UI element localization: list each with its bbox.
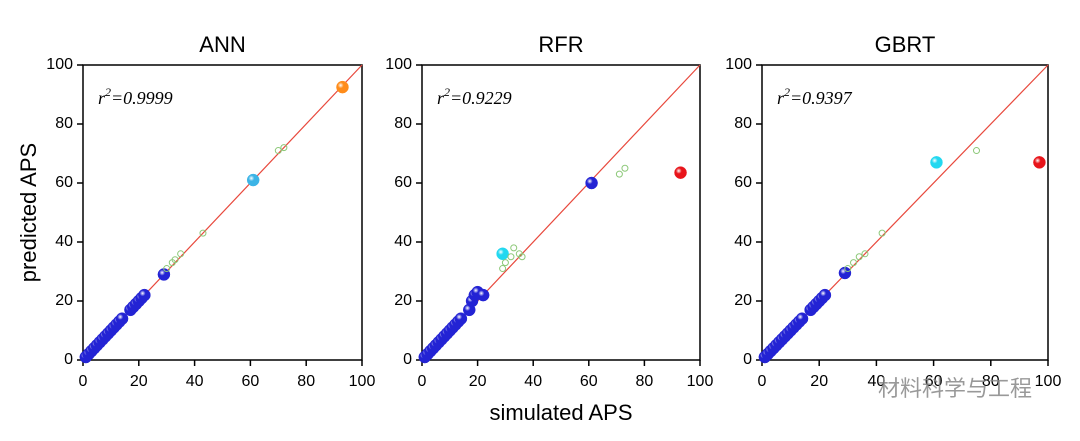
x-tick-label: 60 (242, 373, 260, 390)
x-tick-label: 100 (687, 373, 714, 390)
y-tick-label: 60 (734, 174, 752, 191)
point (454, 312, 468, 325)
x-tick-label: 0 (418, 373, 427, 390)
x-tick-label: 100 (1035, 373, 1062, 390)
r2-superscript: 2 (105, 85, 111, 99)
point (585, 176, 598, 190)
point (274, 147, 282, 155)
point (518, 253, 526, 261)
x-tick-label: 80 (982, 373, 1000, 390)
y-tick-label: 40 (734, 233, 752, 250)
point (878, 229, 886, 237)
x-tick-label: 20 (130, 373, 148, 390)
plot-frame (421, 64, 701, 361)
r2-value: =0.9397 (790, 88, 853, 108)
point (336, 80, 349, 94)
r2-symbol: r (437, 88, 445, 108)
point (507, 253, 515, 261)
plot-frame (761, 64, 1049, 361)
r2-superscript: 2 (444, 85, 450, 99)
y-tick-label: 0 (743, 351, 752, 368)
r2-annotation: r2=0.9397 (777, 85, 853, 108)
y-tick-label: 20 (55, 292, 73, 309)
point (177, 250, 185, 258)
y-axis-label: predicted APS (16, 143, 41, 282)
y-tick-label: 60 (55, 174, 73, 191)
point (496, 247, 509, 261)
r2-symbol: r (777, 88, 785, 108)
y-tick-label: 0 (403, 351, 412, 368)
y-tick-label: 100 (725, 56, 752, 73)
r2-annotation: r2=0.9999 (98, 85, 173, 108)
x-tick-label: 40 (524, 373, 542, 390)
x-tick-label: 20 (469, 373, 487, 390)
plot-frame (82, 64, 363, 361)
point (855, 253, 863, 261)
r2-value: =0.9229 (450, 88, 512, 108)
point (818, 288, 832, 302)
x-tick-label: 40 (868, 373, 886, 390)
x-tick-label: 0 (79, 373, 88, 390)
y-tick-label: 60 (394, 174, 412, 191)
point (861, 250, 869, 258)
x-tick-label: 60 (925, 373, 943, 390)
x-tick-label: 80 (636, 373, 654, 390)
x-axis-label: simulated APS (489, 400, 632, 425)
y-tick-label: 40 (55, 233, 73, 250)
point (501, 259, 509, 267)
r2-value: =0.9999 (111, 88, 173, 108)
y-tick-label: 100 (385, 56, 412, 73)
x-tick-label: 80 (297, 373, 315, 390)
y-tick-label: 40 (394, 233, 412, 250)
x-tick-label: 40 (186, 373, 204, 390)
panel-title: ANN (199, 32, 245, 57)
r2-superscript: 2 (784, 85, 790, 99)
y-tick-label: 80 (55, 115, 73, 132)
panel-title: GBRT (875, 32, 936, 57)
point (930, 156, 943, 169)
point (115, 312, 129, 325)
y-tick-label: 80 (394, 115, 412, 132)
x-tick-label: 60 (580, 373, 598, 390)
point (510, 244, 518, 252)
point (163, 265, 171, 273)
y-tick-label: 20 (734, 292, 752, 309)
x-tick-label: 100 (349, 373, 376, 390)
y-tick-label: 80 (734, 115, 752, 132)
point (1033, 156, 1046, 169)
point (844, 265, 852, 273)
point (199, 229, 207, 237)
point (280, 144, 288, 152)
r2-annotation: r2=0.9229 (437, 85, 512, 108)
point (499, 265, 507, 273)
point (476, 288, 490, 302)
y-tick-label: 20 (394, 292, 412, 309)
r2-symbol: r (98, 88, 106, 108)
x-tick-label: 20 (810, 373, 828, 390)
y-tick-label: 100 (46, 56, 73, 73)
point (795, 312, 809, 325)
point (138, 288, 151, 302)
point (246, 173, 260, 187)
watermark: 材料科学与工程 (878, 377, 1032, 402)
panel-title: RFR (538, 32, 583, 57)
point (850, 259, 858, 267)
point (973, 147, 980, 155)
point (674, 166, 687, 179)
point (615, 170, 623, 178)
x-tick-label: 0 (758, 373, 767, 390)
point (171, 256, 179, 264)
point (621, 164, 629, 172)
y-tick-label: 0 (64, 351, 73, 368)
